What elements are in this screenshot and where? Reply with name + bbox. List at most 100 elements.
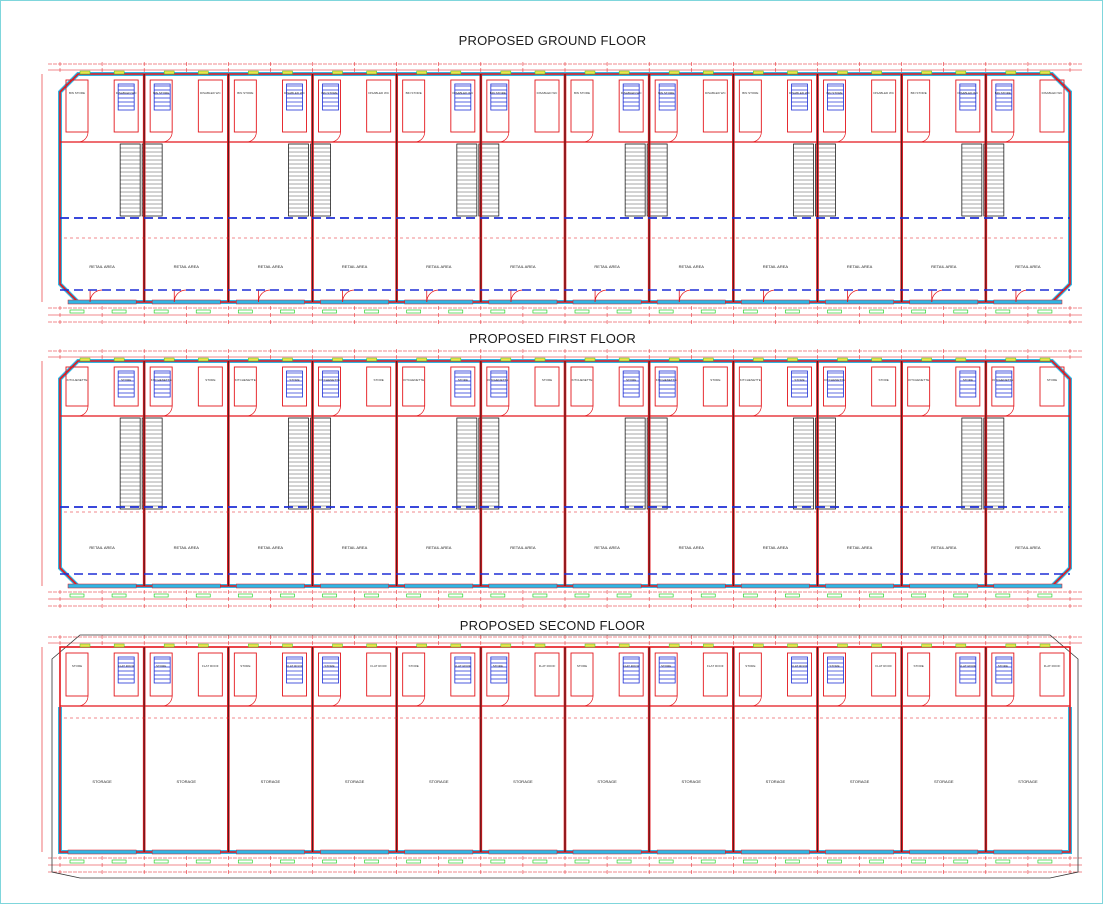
- room-label: FLAT ROOF: [286, 664, 303, 668]
- back-room: [149, 79, 173, 133]
- back-room: [738, 79, 762, 133]
- back-room: [534, 652, 560, 697]
- room-label: FLAT ROOF: [202, 664, 219, 668]
- first-floor-plan: KITCHENETTE STORE RETAIL AREA KITCHENETTE ST…: [41, 349, 1082, 608]
- back-room: [871, 79, 897, 133]
- window-mark: [837, 643, 848, 648]
- green-mark: [322, 593, 337, 598]
- room-label: STORE: [156, 664, 166, 668]
- green-mark: [827, 593, 842, 598]
- window-mark: [248, 643, 259, 648]
- stair-core: [322, 656, 339, 684]
- room-label: DISABLED WC: [957, 91, 979, 95]
- window-mark: [668, 643, 680, 648]
- window-mark: [1039, 643, 1051, 648]
- back-room: [654, 652, 678, 697]
- green-mark: [785, 859, 800, 864]
- back-room: [366, 79, 392, 133]
- room-label: STORE: [710, 378, 720, 382]
- front-glazing: [825, 299, 894, 305]
- back-room: [871, 366, 897, 407]
- room-label: DISABLED WC: [537, 91, 559, 95]
- door-swing: [162, 131, 173, 143]
- room-label: BIN STORE: [237, 91, 253, 95]
- front-glazing: [656, 583, 726, 589]
- unit-label: RETAIL AREA: [931, 545, 957, 550]
- back-room: [233, 366, 257, 407]
- window-mark: [584, 357, 596, 362]
- room-label: DISABLED WC: [789, 91, 811, 95]
- stair-core: [454, 656, 472, 684]
- green-mark: [153, 859, 169, 864]
- unit-label: RETAIL AREA: [510, 264, 536, 269]
- door-swing: [414, 131, 426, 143]
- stair-core: [153, 370, 171, 398]
- window-mark: [703, 643, 714, 648]
- unit-label: RETAIL AREA: [89, 264, 115, 269]
- window-mark: [248, 357, 259, 362]
- front-glazing: [236, 299, 305, 305]
- back-room: [197, 366, 223, 407]
- green-mark: [742, 859, 758, 864]
- green-mark: [1037, 859, 1053, 864]
- unit-label: RETAIL AREA: [510, 545, 536, 550]
- back-room: [570, 366, 594, 407]
- stair-core: [322, 83, 339, 111]
- room-label: KITCHENETTE: [67, 378, 88, 382]
- window-mark: [584, 70, 596, 75]
- door-swing: [162, 695, 173, 707]
- door-swing: [582, 695, 594, 707]
- stair-core: [827, 83, 844, 111]
- green-mark: [742, 593, 758, 598]
- back-room: [65, 79, 89, 133]
- green-mark: [658, 309, 674, 314]
- green-mark: [911, 309, 927, 314]
- front-glazing: [572, 299, 642, 305]
- front-glazing: [320, 299, 389, 305]
- green-mark: [111, 309, 127, 314]
- back-room: [955, 79, 981, 133]
- front-glazing: [151, 299, 221, 305]
- unit-label: STORAGE: [513, 779, 533, 784]
- front-glazing: [909, 849, 979, 855]
- stair-core: [622, 370, 640, 398]
- door-swing: [667, 695, 678, 707]
- back-room: [534, 79, 560, 133]
- back-room: [618, 652, 644, 697]
- unit-label: STORAGE: [429, 779, 449, 784]
- back-room: [702, 79, 728, 133]
- front-glazing: [572, 849, 642, 855]
- back-room: [907, 366, 931, 407]
- window-mark: [332, 70, 343, 75]
- room-label: STORE: [409, 664, 419, 668]
- room-label: STORE: [72, 664, 82, 668]
- door-swing: [667, 405, 678, 417]
- back-room: [149, 652, 173, 697]
- window-mark: [198, 357, 209, 362]
- back-room: [534, 366, 560, 407]
- front-glazing: [825, 583, 894, 589]
- green-mark: [322, 309, 337, 314]
- window-mark: [450, 70, 462, 75]
- green-mark: [69, 859, 85, 864]
- door-swing: [330, 131, 341, 143]
- room-label: STORE: [493, 664, 503, 668]
- green-mark: [280, 309, 295, 314]
- room-label: KITCHENETTE: [824, 378, 845, 382]
- back-room: [654, 79, 678, 133]
- front-glazing: [67, 299, 137, 305]
- window-mark: [79, 357, 91, 362]
- green-mark: [322, 859, 337, 864]
- room-label: DISABLED WC: [873, 91, 895, 95]
- green-mark: [364, 593, 379, 598]
- room-label: FLAT ROOF: [960, 664, 977, 668]
- green-mark: [869, 859, 884, 864]
- back-room: [149, 366, 173, 407]
- room-label: DISABLED WC: [1042, 91, 1064, 95]
- green-mark: [574, 859, 590, 864]
- window-mark: [618, 357, 630, 362]
- unit-label: RETAIL AREA: [763, 264, 789, 269]
- room-label: STORE: [324, 664, 334, 668]
- back-room: [738, 366, 762, 407]
